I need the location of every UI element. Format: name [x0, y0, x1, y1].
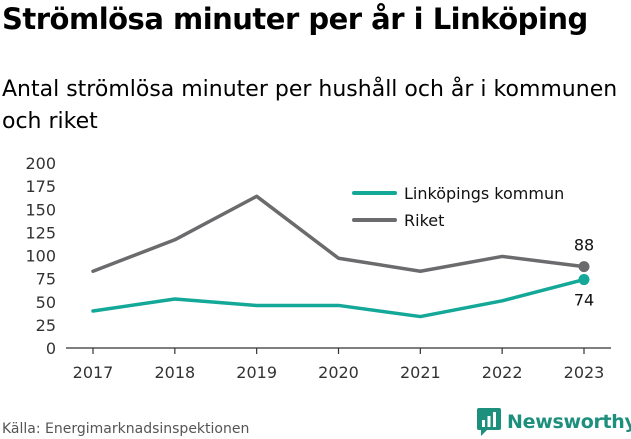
y-tick-label: 100	[25, 247, 56, 266]
y-tick-label: 0	[46, 339, 56, 358]
y-tick-label: 150	[25, 200, 56, 219]
x-tick-label: 2017	[73, 363, 114, 382]
series-end-point-kommun	[578, 274, 590, 286]
x-tick-label: 2022	[482, 363, 523, 382]
data-label-kommun: 74	[574, 291, 594, 310]
y-tick-label: 175	[25, 177, 56, 196]
x-tick-label: 2020	[318, 363, 359, 382]
x-tick-label: 2018	[154, 363, 195, 382]
y-tick-label: 125	[25, 223, 56, 242]
chart-title: Strömlösa minuter per år i Linköping	[2, 2, 588, 36]
legend-background	[344, 177, 594, 237]
line-chart: 0 25 50 75 100 125 150 175 200 2017 2018 2019 2020 20…	[25, 154, 611, 382]
series-line-kommun	[91, 277, 586, 319]
legend: Linköpings kommun Riket	[344, 177, 594, 237]
series-line-riket	[91, 194, 586, 273]
newsworthy-logo-icon	[477, 408, 501, 436]
chart-subtitle: Antal strömlösa minuter per hushåll och …	[2, 77, 618, 134]
y-tick-label: 25	[36, 316, 56, 335]
data-label-riket: 88	[574, 236, 594, 255]
x-tick-label: 2021	[400, 363, 441, 382]
source-credit: Källa: Energimarknadsinspektionen	[2, 421, 250, 437]
brand-name: Newsworthy	[507, 411, 631, 433]
brand-logo: Newsworthy	[477, 407, 631, 437]
series-end-point-riket	[578, 261, 590, 273]
axes: 0 25 50 75 100 125 150 175 200 2017 2018 2019 2020 20…	[25, 154, 611, 382]
legend-label-riket: Riket	[404, 211, 444, 230]
series-lines: 74 88	[91, 194, 594, 319]
y-tick-label: 200	[25, 154, 56, 173]
y-tick-label: 50	[36, 293, 56, 312]
y-tick-label: 75	[36, 270, 56, 289]
x-tick-label: 2019	[236, 363, 277, 382]
legend-label-kommun: Linköpings kommun	[404, 184, 564, 203]
x-tick-label: 2023	[564, 363, 605, 382]
